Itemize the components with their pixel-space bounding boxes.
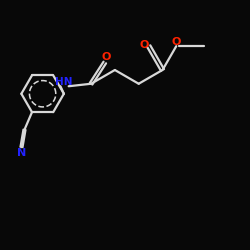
Text: O: O	[172, 37, 181, 47]
Text: N: N	[17, 148, 26, 158]
Text: O: O	[101, 52, 111, 62]
Text: O: O	[140, 40, 149, 50]
Text: HN: HN	[55, 78, 72, 88]
